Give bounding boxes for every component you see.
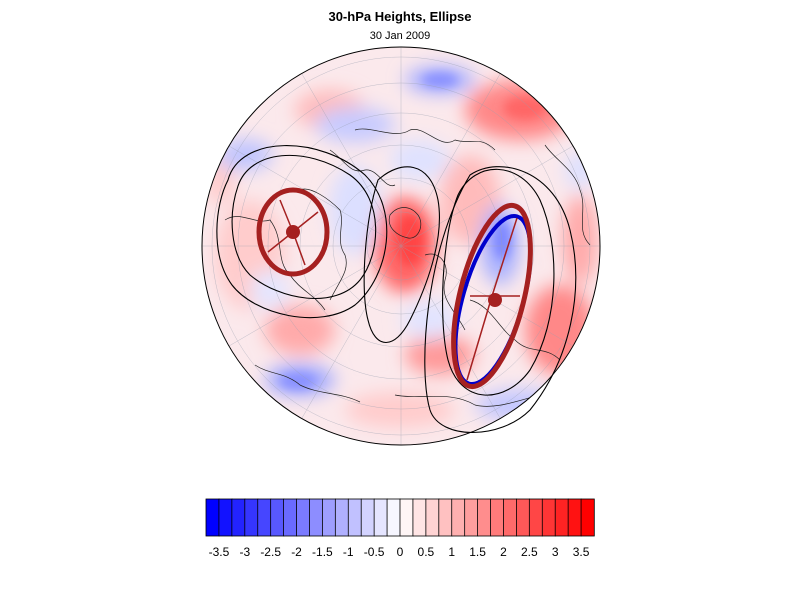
colorbar-box: [296, 498, 311, 537]
graticule: [202, 47, 600, 445]
colorbar-tick-labels: -3.5 -3 -2.5 -2 -1.5 -1 -0.5 0 0.5 1 1.5 2 2.5 3 3.5: [209, 545, 590, 559]
colorbar-box: [425, 498, 440, 537]
colorbar-box: [373, 498, 388, 537]
colorbar-boxes: [205, 498, 595, 537]
colorbar-tick-label: 3: [552, 545, 559, 559]
colorbar-box: [205, 498, 220, 537]
colorbar-tick-label: -0.5: [364, 545, 385, 559]
colorbar-tick-label: 0.5: [418, 545, 435, 559]
colorbar-box: [516, 498, 531, 537]
colorbar-box: [464, 498, 479, 537]
colorbar-box: [347, 498, 362, 537]
colorbar-tick-label: -3.5: [209, 545, 230, 559]
colorbar-tick-label: -1: [343, 545, 354, 559]
colorbar-tick-label: 2.5: [521, 545, 538, 559]
colorbar-tick-label: 1.5: [469, 545, 486, 559]
colorbar-box: [503, 498, 518, 537]
colorbar-box: [321, 498, 337, 537]
colorbar-box: [438, 498, 453, 537]
vortex-center-west: [286, 225, 300, 239]
globe-boundary: [201, 46, 601, 446]
colorbar-box: [270, 498, 285, 537]
fitted-ellipse-east: [451, 202, 533, 390]
colorbar-box: [541, 498, 556, 537]
colorbar-box: [244, 498, 259, 537]
colorbar-box: [399, 498, 414, 537]
colorbar-box: [231, 498, 246, 537]
colorbar-box: [283, 498, 298, 537]
colorbar-box: [309, 498, 324, 537]
colorbar-box: [257, 498, 272, 537]
vortex-center-east: [488, 293, 502, 307]
colorbar-tick-label: -3: [239, 545, 250, 559]
colorbar-box: [554, 498, 569, 537]
colorbar-box: [360, 498, 375, 537]
fitted-ellipse-west: [256, 187, 330, 277]
colorbar-box: [528, 498, 543, 537]
colorbar-box: [490, 498, 505, 537]
colorbar-tick-label: 1: [448, 545, 455, 559]
colorbar-tick-label: -2.5: [260, 545, 281, 559]
colorbar-box: [412, 498, 427, 537]
height-contours: [216, 145, 577, 434]
colorbar-box: [334, 498, 349, 537]
colorbar-box: [218, 498, 233, 537]
colorbar-tick-label: 2: [500, 545, 507, 559]
figure-title: 30-hPa Heights, Ellipse: [328, 9, 472, 24]
colorbar-box: [477, 498, 492, 537]
colorbar-box: [567, 498, 582, 537]
colorbar-box: [386, 498, 401, 537]
colorbar-box: [451, 498, 466, 537]
colorbar-tick-label: -2: [291, 545, 302, 559]
colorbar-box: [580, 498, 595, 537]
colorbar-tick-label: -1.5: [312, 545, 333, 559]
colorbar-tick-label: 0: [397, 545, 404, 559]
figure-date: 30 Jan 2009: [369, 30, 431, 42]
colorbar-tick-label: 3.5: [573, 545, 590, 559]
